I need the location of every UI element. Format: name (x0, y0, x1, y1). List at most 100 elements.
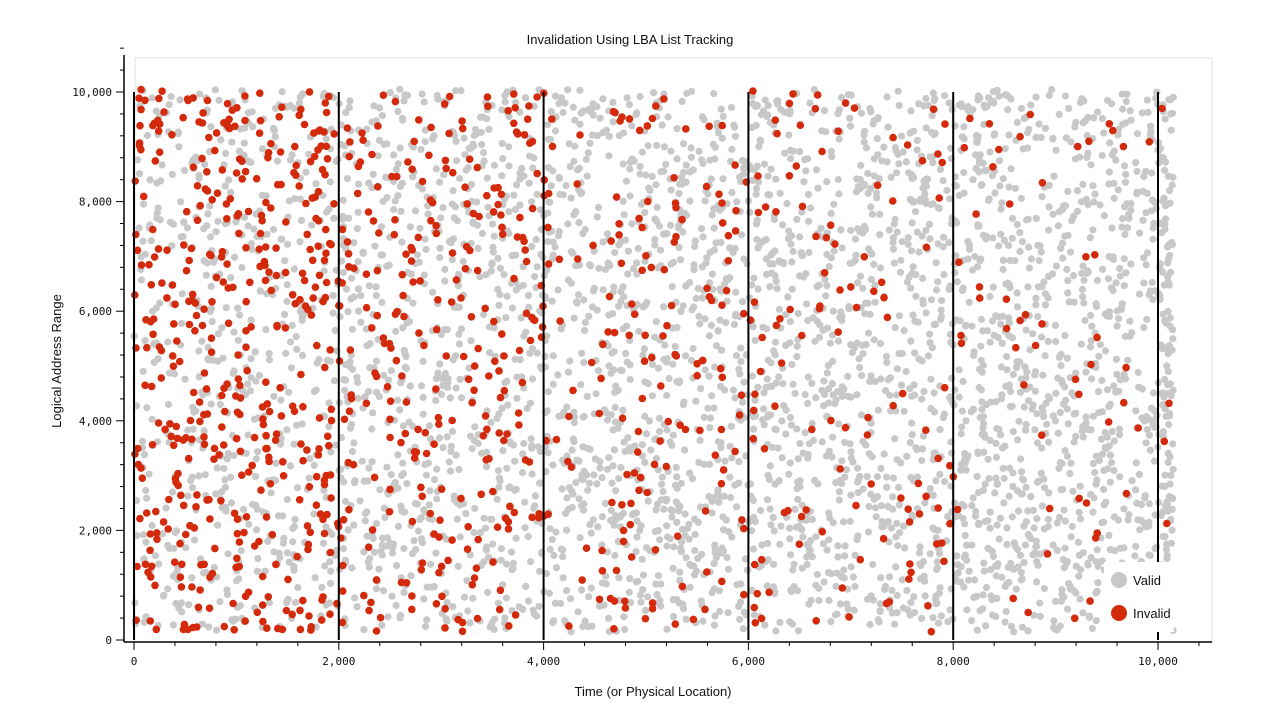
valid-point (140, 451, 149, 459)
invalid-point (771, 116, 780, 124)
invalid-point (233, 104, 241, 112)
invalid-point (233, 408, 242, 417)
valid-point (176, 96, 184, 104)
invalid-point (257, 486, 265, 495)
invalid-point (597, 374, 605, 383)
valid-point (1008, 513, 1016, 521)
valid-point (992, 613, 1000, 621)
valid-point (686, 469, 694, 477)
invalid-point (258, 601, 267, 609)
valid-point (420, 98, 428, 106)
valid-point (446, 467, 455, 475)
invalid-point (897, 494, 905, 502)
valid-point (1159, 401, 1167, 409)
invalid-point (142, 509, 151, 517)
invalid-point (212, 273, 221, 282)
valid-point (305, 150, 313, 158)
valid-point (887, 173, 895, 181)
valid-point (1005, 381, 1014, 389)
valid-point (896, 268, 905, 276)
valid-point (876, 339, 885, 348)
invalid-point (365, 606, 373, 615)
valid-point (569, 249, 577, 257)
invalid-point (242, 343, 250, 352)
valid-point (675, 243, 683, 252)
valid-point (921, 592, 929, 600)
valid-point (378, 541, 386, 549)
valid-point (911, 349, 919, 357)
invalid-point (322, 249, 330, 257)
invalid-point (233, 529, 242, 538)
valid-point (1055, 110, 1063, 118)
valid-point (296, 195, 304, 203)
valid-point (846, 259, 854, 267)
valid-point (270, 548, 278, 556)
valid-point (963, 541, 971, 549)
valid-point (603, 230, 612, 238)
valid-point (668, 441, 676, 449)
valid-point (1116, 272, 1124, 280)
valid-point (394, 192, 402, 200)
valid-point (730, 320, 739, 328)
valid-point (501, 614, 509, 622)
invalid-point (506, 502, 514, 511)
invalid-point (1109, 126, 1117, 135)
valid-point (374, 152, 382, 160)
valid-point (748, 124, 756, 132)
valid-point (543, 569, 551, 578)
valid-point (1020, 114, 1028, 123)
valid-point (1052, 389, 1060, 397)
invalid-point (834, 127, 843, 135)
valid-point (1008, 234, 1016, 242)
invalid-point (241, 92, 249, 100)
valid-point (1043, 420, 1051, 428)
valid-point (682, 554, 690, 562)
valid-point (1062, 134, 1070, 142)
invalid-point (344, 250, 353, 258)
valid-point (1166, 187, 1174, 195)
valid-point (1166, 314, 1174, 322)
valid-point (1044, 522, 1053, 531)
valid-point (285, 558, 293, 566)
valid-point (1007, 387, 1015, 395)
invalid-point (187, 244, 196, 253)
valid-point (1124, 516, 1132, 524)
valid-point (818, 438, 826, 446)
valid-point (609, 118, 617, 126)
valid-point (168, 488, 177, 496)
valid-point (880, 143, 888, 151)
invalid-point (325, 239, 334, 248)
valid-point (791, 505, 799, 513)
valid-point (916, 560, 924, 568)
invalid-point (525, 458, 534, 466)
valid-point (289, 538, 297, 546)
valid-point (401, 363, 409, 371)
valid-point (1031, 368, 1040, 376)
valid-point (1167, 126, 1175, 134)
invalid-point (268, 530, 277, 539)
valid-point (829, 433, 837, 441)
invalid-point (330, 200, 338, 208)
valid-point (270, 126, 278, 134)
valid-point (652, 506, 660, 514)
invalid-point (346, 346, 355, 354)
valid-point (1074, 538, 1083, 546)
valid-point (786, 413, 795, 422)
invalid-point (841, 423, 850, 432)
valid-point (825, 509, 833, 517)
valid-point (738, 298, 747, 306)
valid-point (330, 214, 338, 222)
valid-point (1033, 410, 1041, 418)
valid-point (669, 258, 678, 267)
invalid-point (907, 568, 915, 577)
valid-point (439, 204, 447, 212)
valid-point (576, 534, 584, 542)
invalid-point (648, 114, 657, 123)
valid-point (332, 441, 340, 449)
valid-point (871, 504, 880, 512)
valid-point (1098, 151, 1106, 160)
invalid-point (272, 244, 280, 252)
valid-point (978, 398, 986, 406)
valid-point (996, 182, 1004, 190)
valid-point (183, 224, 192, 232)
